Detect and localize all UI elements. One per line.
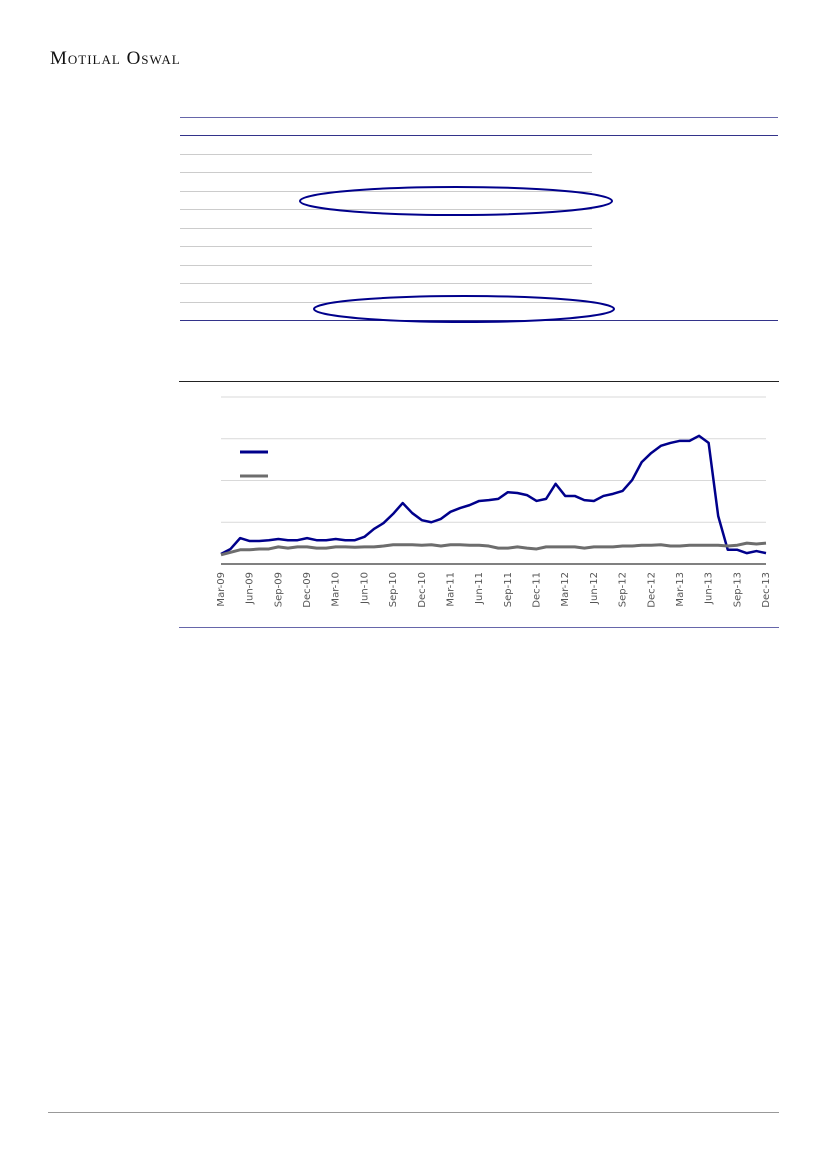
x-tick-label: Mar-11 bbox=[445, 572, 456, 607]
highlight-ellipse bbox=[313, 295, 615, 323]
x-tick-label: Dec-10 bbox=[417, 572, 428, 608]
x-tick-label: Jun-12 bbox=[589, 572, 600, 605]
x-tick-label: Sep-10 bbox=[388, 572, 399, 607]
x-tick-label: Mar-12 bbox=[560, 572, 571, 607]
x-tick-label: Jun-09 bbox=[245, 572, 256, 605]
x-tick-label: Jun-11 bbox=[474, 572, 485, 605]
chart: Mar-09 Jun-09 Sep-09 Dec-09 Mar-10 Jun-10 Sep-… bbox=[216, 396, 772, 608]
table-rules bbox=[180, 117, 778, 321]
x-tick-label: Mar-10 bbox=[331, 572, 342, 607]
x-tick-label: Jun-13 bbox=[704, 572, 715, 605]
series-line bbox=[220, 434, 767, 556]
brand: Motilal Oswal bbox=[50, 48, 181, 69]
x-tick-label: Jun-10 bbox=[359, 572, 370, 605]
x-tick-label: Dec-11 bbox=[532, 572, 543, 608]
x-tick-label: Mar-13 bbox=[675, 572, 686, 607]
series-line bbox=[220, 541, 767, 557]
highlight-ellipse bbox=[299, 186, 613, 216]
x-tick-label: Mar-09 bbox=[216, 572, 227, 607]
x-tick-label: Sep-13 bbox=[732, 572, 743, 607]
x-tick-label: Dec-09 bbox=[302, 572, 313, 608]
x-tick-label: Sep-12 bbox=[618, 572, 629, 607]
x-tick-label: Dec-12 bbox=[646, 572, 657, 608]
x-tick-label: Sep-11 bbox=[503, 572, 514, 607]
x-tick-label: Dec-13 bbox=[761, 572, 772, 608]
x-tick-label: Sep-09 bbox=[273, 572, 284, 607]
